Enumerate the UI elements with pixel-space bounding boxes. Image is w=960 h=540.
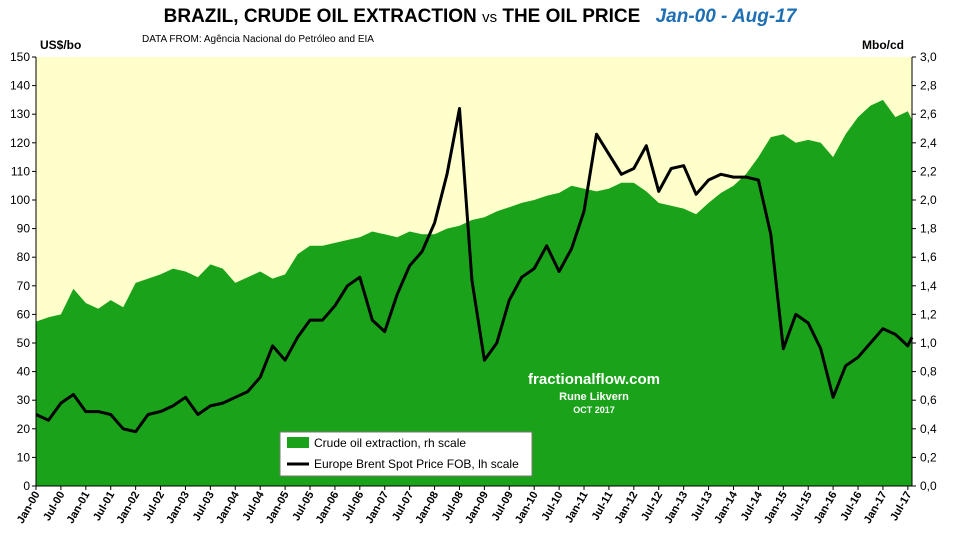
y-left-tick-label: 100 [10,193,30,207]
y-left-tick-label: 150 [10,50,30,64]
y-right-tick-label: 0,8 [920,365,937,379]
title-vs: vs [482,9,498,26]
y-right-tick-label: 1,6 [920,250,937,264]
x-tick-label: Jan-05 [264,490,292,526]
x-tick-label: Jul-05 [290,490,316,524]
y-right-tick-label: 1,2 [920,307,937,321]
legend-area-label: Crude oil extraction, rh scale [314,436,466,450]
y-right-tick-label: 1,0 [920,336,937,350]
x-tick-label: Jul-15 [789,490,815,524]
annotation: fractionalflow.com Rune Likvern OCT 2017 [528,371,660,415]
y-right-tick-label: 0,2 [920,450,937,464]
y-left-tick-label: 90 [17,222,31,236]
x-tick-label: Jan-14 [712,489,740,526]
title-part1: BRAZIL, CRUDE OIL EXTRACTION [163,6,477,27]
x-tick-label: Jan-08 [413,490,441,526]
x-tick-label: Jul-10 [539,490,565,524]
x-tick-label: Jan-15 [762,490,790,526]
x-tick-label: Jan-10 [513,490,541,526]
title-range: Jan-00 - Aug-17 [655,6,797,27]
x-tick-label: Jan-12 [613,490,641,526]
x-tick-label: Jan-07 [364,490,392,526]
y-axis-left-label: US$/bo [40,38,82,52]
chart-title: BRAZIL, CRUDE OIL EXTRACTION vs THE OIL … [0,6,960,28]
y-right-tick-label: 2,6 [920,107,937,121]
y-left-tick-label: 120 [10,136,30,150]
x-tick-label: Jan-06 [314,490,342,526]
x-tick-label: Jul-06 [340,490,366,524]
y-left-tick-label: 0 [23,479,30,493]
x-tick-label: Jul-17 [888,490,914,524]
line-layer [35,107,914,434]
x-tick-label: Jul-04 [240,489,267,523]
x-tick-label: Jan-09 [463,490,491,526]
x-tick-label: Jan-13 [662,490,690,526]
y-left-tick-label: 40 [17,365,31,379]
y-left-tick-label: 30 [17,393,31,407]
y-right-tick-label: 2,4 [920,136,937,150]
x-tick-label: Jul-16 [838,490,864,524]
x-tick-label: Jul-09 [490,490,516,524]
x-tick-label: Jan-02 [114,490,142,526]
y-right-tick-label: 0,6 [920,393,937,407]
y-left-tick-label: 60 [17,307,31,321]
x-tick-label: Jul-02 [141,490,167,524]
x-tick-label: Jul-12 [639,490,665,524]
x-tick-label: Jan-17 [862,490,890,526]
y-right-tick-label: 2,0 [920,193,937,207]
x-tick-label: Jan-16 [812,490,840,526]
y-axis-right-label: Mbo/cd [862,38,904,52]
series-line-brent [35,107,914,434]
legend: Crude oil extraction, rh scale Europe Br… [279,431,533,477]
x-tick-label: Jul-13 [689,490,715,524]
x-tick-label: Jan-03 [164,490,192,526]
annotation-author: Rune Likvern [559,391,629,403]
y-right-tick-label: 1,4 [920,279,937,293]
title-part2: THE OIL PRICE [502,6,641,27]
y-right-tick-label: 1,8 [920,222,937,236]
legend-line-label: Europe Brent Spot Price FOB, lh scale [314,457,519,471]
y-left-tick-label: 130 [10,107,30,121]
x-tick-label: Jul-11 [590,490,616,523]
y-left-tick-label: 110 [11,164,30,178]
annotation-date: OCT 2017 [573,405,615,415]
y-right-tick-label: 2,8 [920,79,937,93]
x-tick-label: Jan-00 [15,490,43,526]
x-tick-label: Jul-14 [739,489,766,523]
x-tick-label: Jan-11 [563,490,591,526]
y-left-tick-label: 50 [17,336,31,350]
x-tick-label: Jul-03 [191,490,217,524]
legend-box [279,431,533,477]
x-tick-label: Jul-00 [41,490,67,524]
y-right-tick-label: 0,4 [920,422,937,436]
y-left-tick-label: 70 [17,279,31,293]
y-right-tick-label: 2,2 [920,164,937,178]
x-tick-label: Jul-01 [91,490,117,524]
y-left-tick-label: 10 [17,450,31,464]
y-right-tick-label: 0,0 [920,479,937,493]
y-right-tick-label: 3,0 [920,50,937,64]
data-source: DATA FROM: Agência Nacional do Petróleo … [142,34,374,45]
x-tick-label: Jan-04 [214,489,242,526]
y-left-tick-label: 20 [17,422,31,436]
annotation-site: fractionalflow.com [528,371,660,388]
x-tick-label: Jan-01 [65,490,93,526]
legend-area-swatch [287,437,309,448]
y-left-tick-label: 140 [10,79,30,93]
x-tick-label: Jul-07 [390,490,416,524]
x-tick-label: Jul-08 [440,490,466,524]
y-left-tick-label: 80 [17,250,31,264]
